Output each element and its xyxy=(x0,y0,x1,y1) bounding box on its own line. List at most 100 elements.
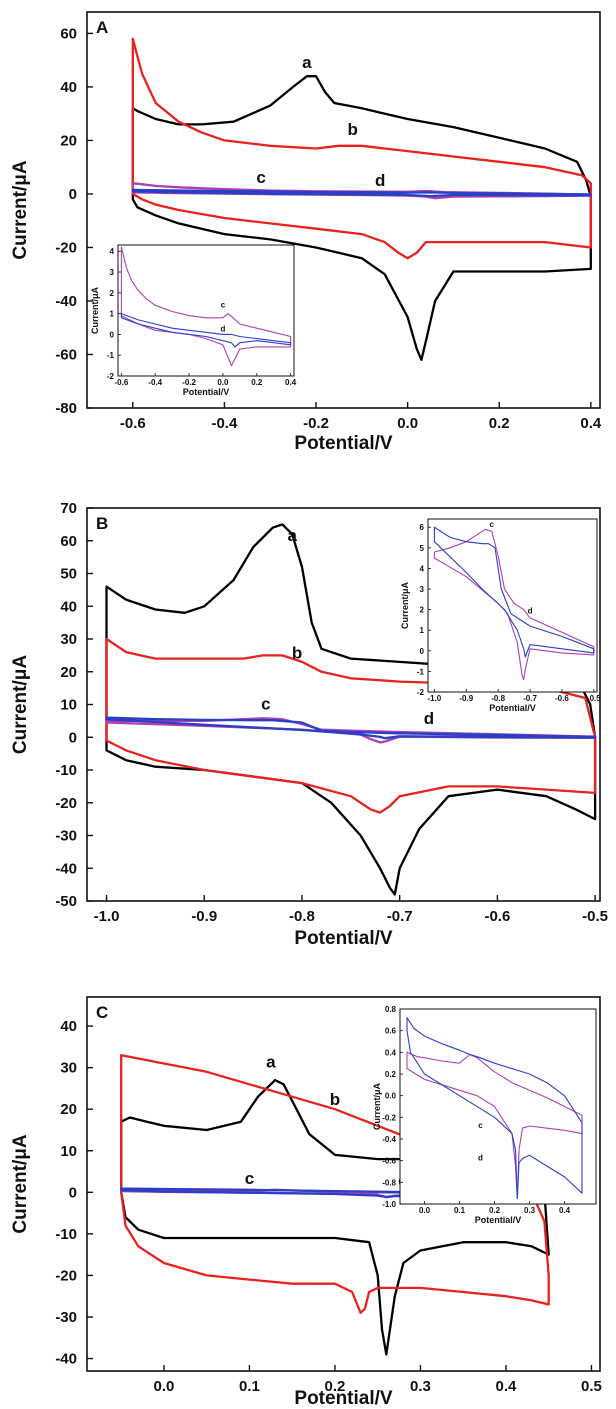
y-tick-label: 20 xyxy=(60,1101,77,1118)
x-tick-label: 0.1 xyxy=(239,1378,260,1395)
series-b-curve xyxy=(131,37,592,260)
inset-y-tick-label: 2 xyxy=(110,289,115,298)
y-tick-label: 20 xyxy=(60,664,77,681)
series-a-curve xyxy=(120,1078,550,1356)
inset-x-tick-label: 0.4 xyxy=(285,378,297,387)
inset-y-tick-label: -2 xyxy=(417,688,425,697)
x-tick-label: -0.6 xyxy=(120,415,146,432)
x-tick-label: -0.4 xyxy=(211,415,238,432)
inset-y-tick-label: 2 xyxy=(420,606,425,615)
inset-y-tick-label: -0.8 xyxy=(382,1178,396,1187)
inset-y-tick-label: 0.2 xyxy=(385,1070,397,1079)
y-tick-label: 10 xyxy=(60,697,77,714)
series-b-curve xyxy=(120,1054,550,1314)
inset-y-tick-label: 1 xyxy=(110,310,115,319)
x-tick-label: 0.2 xyxy=(489,415,510,432)
x-tick-label: 0.4 xyxy=(580,415,602,432)
x-tick-label: 0.2 xyxy=(325,1378,346,1395)
x-tick-label: 0.3 xyxy=(410,1378,431,1395)
series-b-curve xyxy=(105,637,597,814)
inset-x-tick-label: -0.2 xyxy=(182,378,196,387)
curve-label-a: a xyxy=(266,1053,276,1072)
y-tick-label: 60 xyxy=(60,533,77,550)
inset-series-d-curve xyxy=(433,526,595,658)
inset-x-tick-label: 0.2 xyxy=(489,1206,501,1215)
panel-c: 0.0 0.1 0.2 0.3 0.4 0.5 -40 -30 -20 -10 0 10 20 30 40 a… xyxy=(10,996,602,1409)
curve-label-b: b xyxy=(347,120,357,139)
series-d-curve xyxy=(105,716,597,740)
panel-letter: B xyxy=(96,514,108,533)
inset-plot: 0.0 0.1 0.2 0.3 0.4 -1.0 -0.8 -0.6 -0.4 -0.2 0.0 0.… xyxy=(372,1005,597,1225)
inset-curve-label-d: d xyxy=(528,607,533,616)
curve-label-d: d xyxy=(375,171,385,190)
inset-y-tick-label: -0.2 xyxy=(382,1113,396,1122)
inset-curve-label-c: c xyxy=(478,1121,483,1130)
y-tick-label: 30 xyxy=(60,1060,77,1077)
y-tick-label: -80 xyxy=(55,400,77,417)
inset-y-tick-label: -1 xyxy=(107,351,115,360)
y-tick-label: 10 xyxy=(60,1143,77,1160)
y-tick-label: 60 xyxy=(60,25,77,42)
inset-curve-label-c: c xyxy=(221,300,226,309)
series-c-curve xyxy=(105,717,597,744)
inset-x-axis-title: Potential/V xyxy=(183,387,230,397)
x-tick-label: -1.0 xyxy=(94,908,120,925)
inset-curve-label-c: c xyxy=(490,520,495,529)
inset-curve-label-d: d xyxy=(478,1154,483,1163)
inset-x-axis-title: Potential/V xyxy=(489,703,536,713)
inset-series-c-curve xyxy=(406,1051,583,1200)
curve-label-b: b xyxy=(292,644,302,663)
inset-y-tick-label: 3 xyxy=(110,268,115,277)
y-tick-label: -50 xyxy=(55,893,77,910)
inset-x-tick-label: -0.9 xyxy=(459,694,473,703)
series-d-curve xyxy=(131,188,592,198)
inset-y-axis-title: Current/μA xyxy=(372,1082,382,1130)
inset-series-d-curve xyxy=(406,1017,583,1200)
x-tick-label: -0.8 xyxy=(289,908,315,925)
y-tick-label: -60 xyxy=(55,346,77,363)
inset-y-tick-label: 1 xyxy=(420,626,425,635)
series-group: a b c d xyxy=(131,37,592,361)
x-tick-label: -0.2 xyxy=(303,415,329,432)
inset-y-axis-title: Current/μA xyxy=(90,286,100,334)
panel-b: -1.0 -0.9 -0.8 -0.7 -0.6 -0.5-50-40-30-20-100… xyxy=(10,500,608,949)
inset-y-tick-label: 0.8 xyxy=(385,1005,397,1014)
y-tick-label: -20 xyxy=(55,239,77,256)
inset-x-tick-label: 0.0 xyxy=(419,1206,431,1215)
y-tick-label: 0 xyxy=(69,186,77,203)
curve-label-b: b xyxy=(330,1090,340,1109)
panel-a: -0.6 -0.4 -0.2 0.0 0.2 0.4-80-60-40-200204060… xyxy=(10,11,602,454)
x-tick-label: 0.5 xyxy=(581,1378,602,1395)
inset-x-axis-title: Potential/V xyxy=(475,1215,522,1225)
plot-frame xyxy=(86,996,601,1372)
inset-x-tick-label: 0.2 xyxy=(251,378,263,387)
y-tick-label: 50 xyxy=(60,566,77,583)
y-tick-label: -10 xyxy=(55,1226,77,1243)
inset-y-tick-label: -1 xyxy=(417,667,425,676)
curve-label-a: a xyxy=(302,53,312,72)
y-tick-label: -40 xyxy=(55,860,77,877)
y-tick-label: 30 xyxy=(60,631,77,648)
series-a-curve xyxy=(105,523,597,896)
y-tick-label: 20 xyxy=(60,132,77,149)
inset-y-tick-label: 4 xyxy=(420,564,425,573)
inset-y-tick-label: -0.4 xyxy=(382,1135,396,1144)
inset-x-tick-label: 0.3 xyxy=(524,1206,536,1215)
panel-letter: A xyxy=(96,18,108,37)
inset-y-axis-title: Current/μA xyxy=(400,581,410,629)
y-axis-title: Current/μA xyxy=(10,655,31,755)
y-tick-label: 40 xyxy=(60,598,77,615)
x-tick-label: -0.5 xyxy=(582,908,608,925)
inset-x-tick-label: -0.7 xyxy=(523,694,537,703)
x-axis-title: Potential/V xyxy=(294,433,393,454)
y-tick-label: -10 xyxy=(55,762,77,779)
x-tick-label: -0.6 xyxy=(484,908,510,925)
inset-series-group: cd xyxy=(433,520,595,681)
inset-series-d-curve xyxy=(120,313,292,348)
panel-letter: C xyxy=(96,1003,108,1022)
x-tick-label: 0.0 xyxy=(154,1378,175,1395)
inset-series-c-curve xyxy=(433,528,595,681)
y-tick-label: -40 xyxy=(55,293,77,310)
y-tick-label: -30 xyxy=(55,1309,77,1326)
